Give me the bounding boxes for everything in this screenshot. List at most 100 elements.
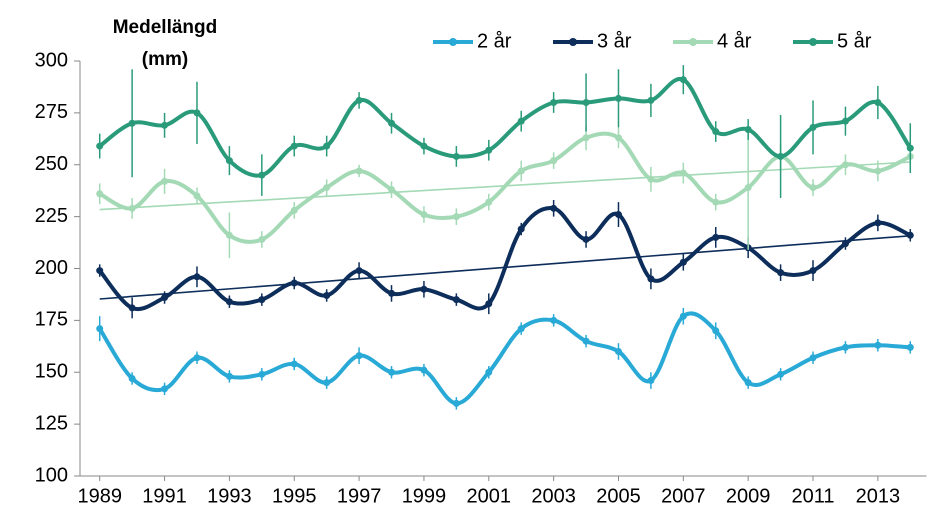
marker <box>906 231 914 239</box>
marker <box>96 142 104 150</box>
marker <box>517 167 525 175</box>
marker <box>225 298 233 306</box>
marker <box>647 175 655 183</box>
x-tick-label: 1997 <box>337 485 382 507</box>
marker <box>420 142 428 150</box>
y-axis-title: (mm) <box>142 49 188 70</box>
marker <box>323 291 331 299</box>
marker <box>225 157 233 165</box>
marker <box>290 279 298 287</box>
marker <box>550 99 558 106</box>
marker <box>452 213 460 221</box>
marker <box>388 186 396 194</box>
marker <box>809 123 817 131</box>
marker <box>323 184 331 192</box>
marker <box>193 273 201 281</box>
marker <box>193 354 201 362</box>
marker <box>517 325 525 333</box>
marker <box>550 316 558 324</box>
marker <box>290 360 298 368</box>
y-axis-title: Medellängd <box>113 17 218 38</box>
x-tick-label: 1989 <box>77 485 122 507</box>
y-tick-label: 300 <box>35 49 68 71</box>
x-tick-label: 1999 <box>402 485 447 507</box>
marker <box>452 296 460 304</box>
marker <box>582 337 590 345</box>
marker <box>679 258 687 266</box>
marker <box>777 152 785 160</box>
marker <box>874 341 882 349</box>
x-tick-label: 2001 <box>467 485 512 507</box>
marker <box>485 368 493 376</box>
marker <box>550 204 558 212</box>
y-tick-label: 150 <box>35 361 68 383</box>
legend-marker <box>809 38 817 46</box>
legend-label: 2 år <box>477 30 512 52</box>
marker <box>712 233 720 241</box>
marker <box>582 134 590 142</box>
y-tick-label: 200 <box>35 257 68 279</box>
marker <box>874 99 882 106</box>
marker <box>517 225 525 233</box>
marker <box>614 211 622 219</box>
marker <box>290 142 298 150</box>
y-tick-label: 125 <box>35 412 68 434</box>
marker <box>193 192 201 200</box>
marker <box>679 312 687 320</box>
marker <box>712 327 720 335</box>
marker <box>485 198 493 206</box>
legend-marker <box>569 38 577 46</box>
marker <box>193 109 201 117</box>
x-tick-label: 1995 <box>272 485 317 507</box>
marker <box>323 379 331 387</box>
marker <box>712 128 720 136</box>
y-tick-label: 275 <box>35 101 68 123</box>
marker <box>161 121 169 129</box>
marker <box>485 300 493 308</box>
marker <box>96 325 104 333</box>
marker <box>258 296 266 304</box>
marker <box>420 285 428 293</box>
x-tick-label: 2013 <box>856 485 901 507</box>
marker <box>841 240 849 248</box>
marker <box>744 125 752 133</box>
x-tick-label: 2005 <box>596 485 641 507</box>
marker <box>906 343 914 351</box>
marker <box>614 348 622 355</box>
marker <box>96 190 104 198</box>
marker <box>420 211 428 219</box>
marker <box>841 117 849 125</box>
marker <box>258 171 266 179</box>
marker <box>161 294 169 302</box>
x-tick-label: 1991 <box>142 485 187 507</box>
marker <box>874 167 882 175</box>
y-tick-label: 250 <box>35 153 68 175</box>
series-line <box>98 206 912 311</box>
marker <box>809 354 817 362</box>
y-tick-label: 175 <box>35 309 68 331</box>
legend-marker <box>689 38 697 46</box>
marker <box>355 267 363 275</box>
marker <box>777 269 785 277</box>
marker <box>96 267 104 275</box>
marker <box>290 206 298 214</box>
marker <box>128 374 136 382</box>
x-tick-label: 2011 <box>792 485 835 507</box>
marker <box>841 343 849 351</box>
x-tick-label: 2003 <box>531 485 576 507</box>
marker <box>550 157 558 165</box>
marker <box>485 146 493 154</box>
marker <box>744 184 752 192</box>
marker <box>874 219 882 227</box>
marker <box>582 235 590 243</box>
marker <box>388 368 396 376</box>
marker <box>809 184 817 192</box>
x-tick-label: 2009 <box>726 485 771 507</box>
marker <box>712 198 720 206</box>
marker <box>614 94 622 102</box>
y-tick-label: 225 <box>35 205 68 227</box>
legend-label: 3 år <box>597 30 632 52</box>
marker <box>452 152 460 160</box>
marker <box>452 399 460 407</box>
